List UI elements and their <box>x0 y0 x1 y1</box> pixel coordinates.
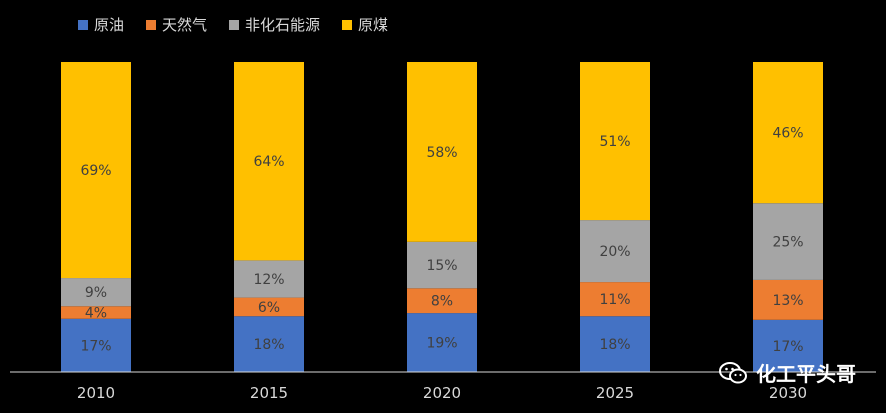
legend: 原油 天然气 非化石能源 原煤 <box>78 14 388 35</box>
bar-natural-gas-2010 <box>61 306 131 319</box>
bar-raw-coal-2020 <box>407 62 477 242</box>
bar-non-fossil-2020 <box>407 241 477 289</box>
data-label-non-fossil-2030: 25% <box>772 235 803 251</box>
data-label-non-fossil-2010: 9% <box>85 285 107 301</box>
data-label-crude-oil-2015: 18% <box>253 337 284 353</box>
legend-swatch-raw-coal <box>342 19 353 30</box>
bar-natural-gas-2020 <box>407 288 477 314</box>
wechat-icon <box>719 361 747 383</box>
data-label-natural-gas-2030: 13% <box>772 293 803 309</box>
data-label-natural-gas-2015: 6% <box>258 300 280 316</box>
bar-non-fossil-2015 <box>234 260 304 298</box>
bar-raw-coal-2015 <box>234 62 304 261</box>
bar-crude-oil-2020 <box>407 313 477 372</box>
data-label-crude-oil-2010: 17% <box>80 338 111 354</box>
data-label-raw-coal-2015: 64% <box>253 154 284 170</box>
bar-crude-oil-2025 <box>580 316 650 372</box>
data-label-crude-oil-2020: 19% <box>426 336 457 352</box>
x-tick-label-2020: 2020 <box>423 384 461 402</box>
bar-natural-gas-2025 <box>580 282 650 317</box>
bar-natural-gas-2015 <box>234 297 304 317</box>
bar-natural-gas-2030 <box>753 279 823 320</box>
bar-non-fossil-2010 <box>61 278 131 307</box>
data-label-natural-gas-2025: 11% <box>599 292 630 308</box>
legend-item-non-fossil: 非化石能源 <box>229 14 320 35</box>
data-label-natural-gas-2010: 4% <box>85 306 107 322</box>
data-label-non-fossil-2020: 15% <box>426 258 457 274</box>
legend-item-crude-oil: 原油 <box>78 14 124 35</box>
legend-label-non-fossil: 非化石能源 <box>245 16 321 34</box>
data-label-raw-coal-2010: 69% <box>80 163 111 179</box>
bar-non-fossil-2025 <box>580 220 650 283</box>
data-label-raw-coal-2020: 58% <box>426 145 457 161</box>
x-tick-label-2015: 2015 <box>250 384 288 402</box>
data-label-natural-gas-2020: 8% <box>431 294 453 310</box>
x-tick-label-2025: 2025 <box>596 384 634 402</box>
data-label-non-fossil-2015: 12% <box>253 272 284 288</box>
bar-crude-oil-2015 <box>234 316 304 372</box>
data-label-non-fossil-2025: 20% <box>599 244 630 260</box>
legend-swatch-natural-gas <box>146 19 157 30</box>
bar-crude-oil-2010 <box>61 318 131 372</box>
data-label-raw-coal-2025: 51% <box>599 134 630 150</box>
bar-raw-coal-2025 <box>580 62 650 221</box>
legend-item-raw-coal: 原煤 <box>342 14 388 35</box>
bar-raw-coal-2030 <box>753 62 823 204</box>
legend-label-raw-coal: 原煤 <box>358 16 389 34</box>
legend-swatch-crude-oil <box>78 19 88 30</box>
bar-raw-coal-2010 <box>61 62 131 279</box>
legend-label-natural-gas: 天然气 <box>162 16 208 34</box>
legend-swatch-non-fossil <box>229 19 240 30</box>
data-label-crude-oil-2025: 18% <box>599 337 630 353</box>
legend-label-crude-oil: 原油 <box>94 16 125 34</box>
watermark: 化工平头哥 <box>718 358 856 387</box>
x-tick-label-2030: 2030 <box>769 384 807 402</box>
x-tick-label-2010: 2010 <box>77 384 115 402</box>
bar-crude-oil-2030 <box>753 319 823 372</box>
data-label-crude-oil-2030: 17% <box>772 339 803 355</box>
watermark-text: 化工平头哥 <box>756 362 856 386</box>
legend-item-natural-gas: 天然气 <box>146 14 207 35</box>
bar-non-fossil-2030 <box>753 203 823 280</box>
data-label-raw-coal-2030: 46% <box>772 126 803 142</box>
